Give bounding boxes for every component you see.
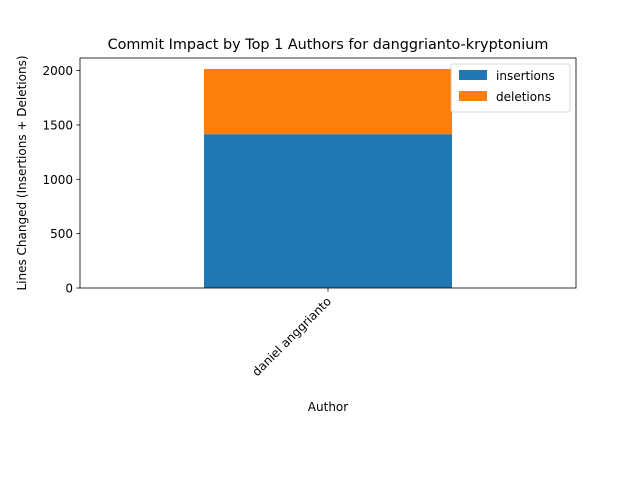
y-tick-label-3: 1500 [42,118,73,132]
y-tick-label-0: 0 [65,282,73,296]
legend-label-insertions: insertions [496,69,555,83]
y-tick-label-1: 500 [50,227,73,241]
y-tick-label-2: 1000 [42,173,73,187]
y-tick-label-4: 2000 [42,64,73,78]
x-axis: daniel anggrianto [249,288,334,379]
bar-deletions-0 [204,68,452,135]
legend-label-deletions: deletions [496,90,551,104]
y-axis: 0 500 1000 1500 2000 [42,64,80,296]
legend-swatch-insertions [459,70,487,80]
y-axis-label: Lines Changed (Insertions + Deletions) [15,55,29,290]
legend-swatch-deletions [459,91,487,101]
chart-title: Commit Impact by Top 1 Authors for dangg… [108,37,549,53]
bars-layer [204,68,452,288]
x-axis-label: Author [308,400,348,414]
legend: insertions deletions [450,63,571,113]
bar-insertions-0 [204,134,452,288]
x-tick-label-0: daniel anggrianto [249,294,334,379]
